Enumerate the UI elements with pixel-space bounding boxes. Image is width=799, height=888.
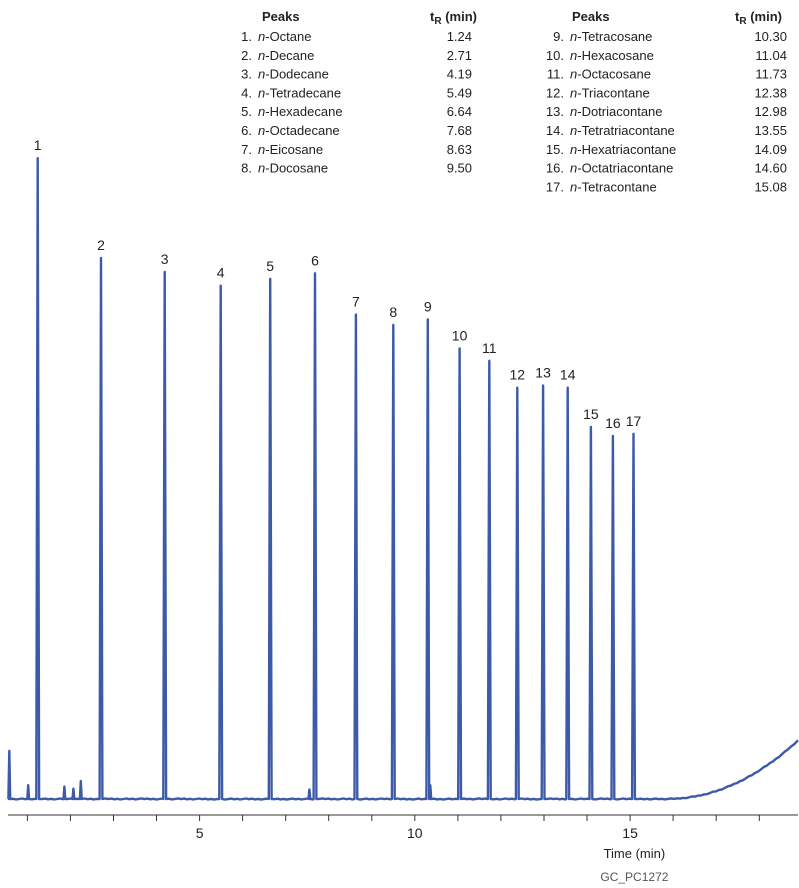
peak-label-7: 7 [352, 294, 360, 310]
legend-retention-time: 5.49 [447, 85, 472, 100]
peak-label-4: 4 [217, 265, 225, 281]
legend-retention-time: 12.98 [754, 104, 787, 119]
x-tick-label-15: 15 [622, 825, 638, 841]
peak-label-1: 1 [34, 137, 42, 153]
x-axis-title: Time (min) [604, 846, 666, 861]
legend-header-retention-time: tR (min) [735, 9, 782, 27]
legend-retention-time: 14.09 [754, 142, 787, 157]
legend-retention-time: 7.68 [447, 123, 472, 138]
chromatogram-trace [7, 157, 799, 801]
legend-compound-name: n-Tetracontane [570, 179, 657, 194]
figure-source-label: GC_PC1272 [600, 870, 668, 884]
legend-peak-number: 15. [546, 142, 564, 157]
legend-compound-name: n-Octatriacontane [570, 161, 673, 176]
peak-label-13: 13 [535, 365, 551, 381]
legend-compound-name: n-Tetracosane [570, 29, 652, 44]
legend-retention-time: 4.19 [447, 67, 472, 82]
legend-peak-number: 7. [241, 142, 252, 157]
legend-retention-time: 11.73 [755, 67, 787, 82]
legend-header-retention-time: tR (min) [430, 9, 477, 27]
legend-peak-number: 17. [546, 179, 564, 194]
peak-label-6: 6 [311, 252, 319, 268]
peak-label-16: 16 [605, 415, 621, 431]
peaks-legend: Peaks tR (min) 1. n-Octane 1.24 2. n-Decane 2.7… [241, 9, 787, 194]
legend-retention-time: 15.08 [754, 179, 787, 194]
legend-retention-time: 11.04 [755, 48, 787, 63]
peak-label-9: 9 [424, 299, 432, 315]
x-axis: 5 10 15 Time (min) [8, 814, 798, 861]
legend-retention-time: 14.60 [754, 161, 787, 176]
legend-retention-time: 10.30 [754, 29, 787, 44]
legend-compound-name: n-Dotriacontane [570, 104, 663, 119]
legend-retention-time: 9.50 [447, 161, 472, 176]
legend-peak-number: 13. [546, 104, 564, 119]
legend-compound-name: n-Octadecane [258, 123, 340, 138]
peak-label-5: 5 [266, 258, 274, 274]
legend-peak-number: 16. [546, 161, 564, 176]
legend-compound-name: n-Hexacosane [570, 48, 654, 63]
peak-label-12: 12 [510, 367, 526, 383]
legend-compound-name: n-Dodecane [258, 67, 329, 82]
legend-compound-name: n-Eicosane [258, 142, 323, 157]
peak-label-8: 8 [389, 304, 397, 320]
legend-peak-number: 1. [241, 29, 252, 44]
x-tick-label-10: 10 [407, 825, 423, 841]
peak-label-10: 10 [452, 327, 468, 343]
peak-label-17: 17 [626, 413, 642, 429]
legend-peak-number: 4. [241, 85, 252, 100]
legend-compound-name: n-Octacosane [570, 67, 651, 82]
legend-peak-number: 12. [546, 85, 564, 100]
legend-retention-time: 6.64 [447, 104, 472, 119]
peak-label-15: 15 [583, 406, 599, 422]
legend-compound-name: n-Octane [258, 29, 311, 44]
peak-label-14: 14 [560, 367, 576, 383]
legend-peak-number: 8. [241, 161, 252, 176]
legend-peak-number: 5. [241, 104, 252, 119]
legend-compound-name: n-Tetradecane [258, 85, 341, 100]
legend-retention-time: 12.38 [754, 85, 787, 100]
legend-compound-name: n-Tetratriacontane [570, 123, 675, 138]
legend-peak-number: 9. [553, 29, 564, 44]
legend-header-peaks: Peaks [572, 9, 610, 24]
x-tick-label-5: 5 [196, 825, 204, 841]
legend-retention-time: 2.71 [447, 48, 472, 63]
legend-compound-name: n-Decane [258, 48, 314, 63]
peak-label-11: 11 [482, 340, 497, 356]
legend-peak-number: 10. [546, 48, 564, 63]
legend-compound-name: n-Triacontane [570, 85, 650, 100]
legend-header-peaks: Peaks [262, 9, 300, 24]
legend-retention-time: 8.63 [447, 142, 472, 157]
legend-compound-name: n-Hexadecane [258, 104, 343, 119]
x-ticks: 5 10 15 [26, 815, 760, 841]
legend-peak-number: 6. [241, 123, 252, 138]
legend-retention-time: 1.24 [447, 29, 472, 44]
legend-retention-time: 13.55 [754, 123, 787, 138]
peak-label-3: 3 [161, 251, 169, 267]
legend-peak-number: 3. [241, 67, 252, 82]
legend-peak-number: 14. [546, 123, 564, 138]
legend-compound-name: n-Hexatriacontane [570, 142, 676, 157]
legend-peak-number: 11. [547, 67, 564, 82]
legend-compound-name: n-Docosane [258, 161, 328, 176]
legend-peak-number: 2. [241, 48, 252, 63]
peak-label-2: 2 [97, 237, 105, 253]
